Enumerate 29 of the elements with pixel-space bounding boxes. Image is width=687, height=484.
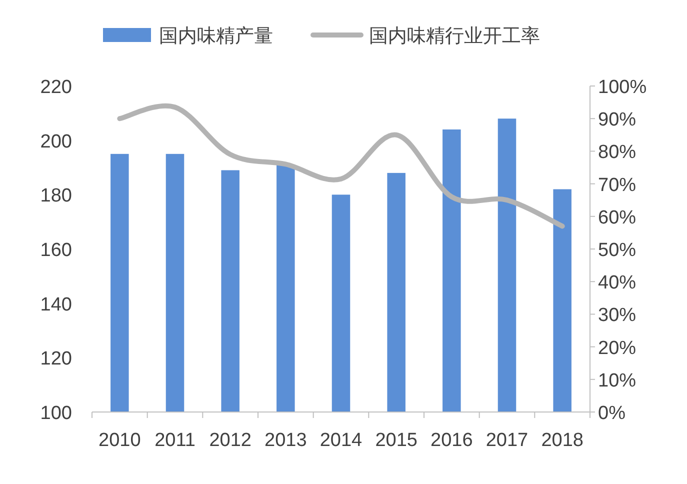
x-tick-label: 2013 — [264, 430, 307, 451]
x-tick-label: 2011 — [154, 430, 196, 451]
y-tick-label: 180 — [40, 186, 72, 207]
y2-tick-label: 60% — [598, 207, 636, 228]
legend-label: 国内味精行业开工率 — [369, 25, 540, 47]
y2-tick-label: 100% — [598, 77, 647, 98]
x-tick-label: 2017 — [486, 430, 528, 451]
legend-label: 国内味精产量 — [159, 26, 273, 47]
x-tick-label: 2010 — [98, 430, 141, 451]
x-tick-label: 2016 — [430, 430, 473, 451]
x-tick-label: 2012 — [209, 430, 252, 451]
y2-tick-label: 50% — [598, 240, 636, 261]
y2-tick-label: 80% — [598, 142, 636, 164]
y-tick-label: 120 — [40, 348, 72, 370]
y-tick-label: 160 — [40, 240, 72, 261]
y-tick-label: 200 — [40, 131, 72, 152]
y2-tick-label: 10% — [598, 370, 636, 392]
y2-tick-label: 90% — [598, 110, 636, 131]
x-tick-label: 2015 — [375, 430, 418, 451]
y2-tick-label: 0% — [598, 403, 626, 424]
x-tick-label: 2014 — [320, 430, 363, 451]
y2-tick-label: 30% — [598, 305, 636, 326]
y2-tick-label: 40% — [598, 272, 636, 294]
y-tick-label: 140 — [40, 294, 72, 316]
x-tick-label: 2018 — [541, 430, 584, 451]
y-tick-label: 220 — [40, 77, 72, 98]
y-tick-label: 100 — [40, 403, 72, 424]
y2-tick-label: 20% — [598, 338, 636, 359]
y2-tick-label: 70% — [598, 174, 636, 196]
